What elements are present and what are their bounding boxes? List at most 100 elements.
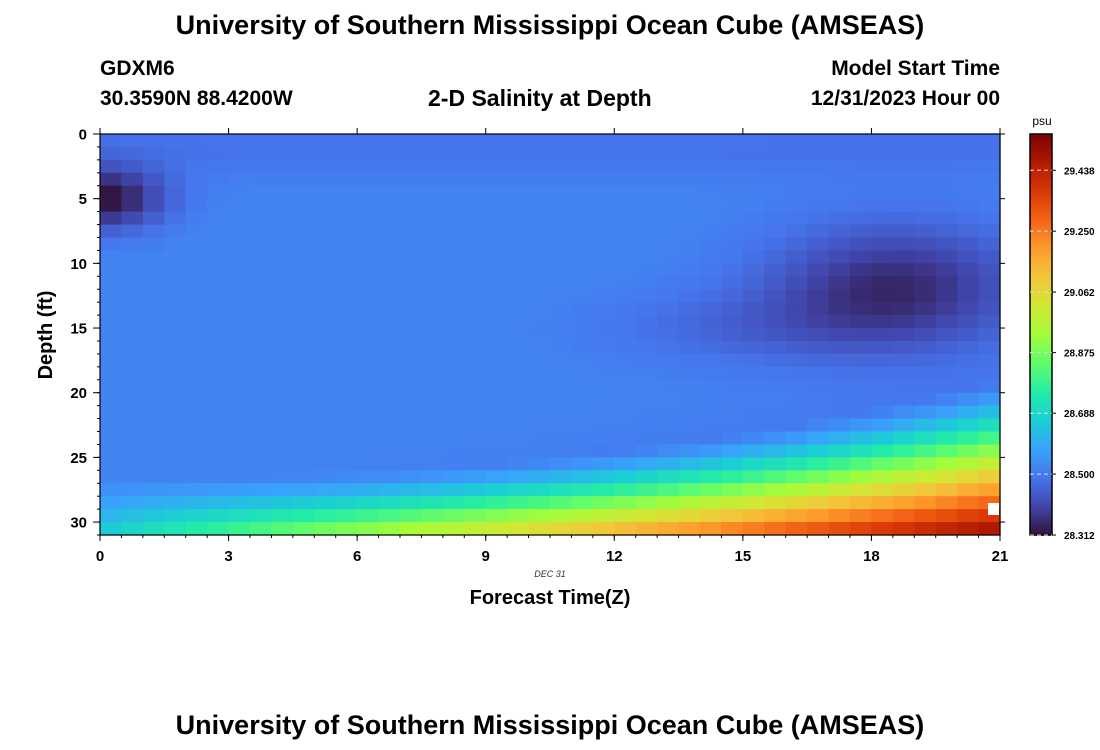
heatmap-cell — [485, 263, 508, 277]
heatmap-cell — [400, 198, 423, 213]
heatmap-cell — [657, 392, 680, 407]
heatmap-cell — [378, 237, 401, 252]
heatmap-cell — [164, 159, 187, 174]
heatmap-cell — [485, 211, 508, 226]
heatmap-cell — [250, 134, 273, 148]
heatmap-cell — [400, 159, 423, 174]
heatmap-cell — [678, 237, 701, 252]
heatmap-cell — [571, 263, 594, 277]
heatmap-cell — [678, 418, 701, 433]
heatmap-cell — [335, 379, 358, 394]
heatmap-cell — [228, 353, 251, 368]
heatmap-cell — [271, 185, 294, 200]
heatmap-cell — [271, 172, 294, 187]
heatmap-cell — [100, 172, 123, 187]
heatmap-cell — [357, 134, 380, 148]
heatmap-cell — [892, 418, 915, 433]
heatmap-cell — [528, 289, 551, 303]
colorbar-segment — [1030, 236, 1052, 240]
heatmap-cell — [121, 159, 144, 174]
colorbar-segment — [1030, 432, 1052, 436]
heatmap-cell — [142, 224, 165, 239]
heatmap-cell — [421, 509, 444, 523]
heatmap-cell — [550, 457, 573, 471]
heatmap-cell — [850, 431, 873, 446]
heatmap-cell — [185, 366, 208, 381]
heatmap-cell — [785, 198, 808, 213]
heatmap-cell — [357, 328, 380, 342]
heatmap-cell — [314, 159, 337, 174]
heatmap-cell — [721, 483, 744, 497]
heatmap-cell — [550, 276, 573, 290]
heatmap-cell — [614, 379, 637, 394]
heatmap-cell — [678, 470, 701, 484]
heatmap-cell — [185, 276, 208, 290]
heatmap-cell — [657, 470, 680, 484]
heatmap-cell — [185, 146, 208, 161]
colorbar-segment — [1030, 156, 1052, 160]
heatmap-cell — [250, 211, 273, 226]
heatmap-cell — [100, 276, 123, 290]
colorbar-segment — [1030, 529, 1052, 534]
heatmap-cell — [528, 263, 551, 277]
heatmap-cell — [485, 418, 508, 433]
heatmap-cell — [592, 340, 615, 355]
heatmap-cell — [785, 379, 808, 394]
heatmap-cell — [742, 211, 765, 226]
colorbar-segment — [1030, 484, 1052, 488]
heatmap-cell — [721, 379, 744, 394]
colorbar-segment — [1030, 324, 1052, 328]
heatmap-cell — [528, 315, 551, 329]
heatmap-cell — [700, 211, 723, 226]
colorbar-segment — [1030, 134, 1052, 138]
colorbar-tick-label: 29.062 — [1064, 288, 1095, 299]
heatmap-cell — [764, 340, 787, 355]
heatmap-cell — [635, 198, 658, 213]
colorbar-segment — [1030, 437, 1052, 441]
heatmap-cell — [507, 237, 530, 252]
heatmap-cell — [464, 353, 487, 368]
heatmap-cell — [614, 134, 637, 148]
heatmap-cell — [400, 302, 423, 316]
heatmap-cell — [635, 457, 658, 471]
heatmap-cell — [507, 444, 530, 458]
heatmap-cell — [764, 328, 787, 342]
heatmap-cell — [400, 392, 423, 407]
heatmap-cell — [721, 496, 744, 510]
heatmap-cell — [742, 198, 765, 213]
heatmap-cell — [978, 198, 1001, 213]
heatmap-cell — [292, 366, 315, 381]
heatmap-cell — [871, 431, 894, 446]
heatmap-cell — [378, 211, 401, 226]
heatmap-cell — [935, 457, 958, 471]
colorbar-segment — [1030, 347, 1052, 351]
heatmap-cell — [850, 405, 873, 420]
heatmap-cell — [892, 496, 915, 510]
heatmap-cell — [828, 509, 851, 523]
colorbar-segment — [1030, 161, 1052, 165]
heatmap-cell — [871, 263, 894, 277]
heatmap-cell — [657, 172, 680, 187]
heatmap-cell — [507, 431, 530, 446]
heatmap-cell — [271, 289, 294, 303]
heatmap-cell — [850, 250, 873, 264]
colorbar-segment — [1030, 482, 1052, 486]
heatmap-cell — [528, 431, 551, 446]
heatmap-cell — [185, 172, 208, 187]
colorbar-segment — [1030, 181, 1052, 185]
heatmap-cell — [592, 328, 615, 342]
colorbar-segment — [1030, 316, 1052, 321]
heatmap-cell — [442, 431, 465, 446]
heatmap-cell — [485, 250, 508, 264]
heatmap-cell — [550, 198, 573, 213]
heatmap-cell — [142, 522, 165, 536]
heatmap-cell — [121, 328, 144, 342]
heatmap-cell — [357, 159, 380, 174]
heatmap-cell — [464, 276, 487, 290]
heatmap-cell — [785, 134, 808, 148]
heatmap-cell — [400, 224, 423, 239]
heatmap-cell — [378, 496, 401, 510]
heatmap-cell — [250, 146, 273, 161]
heatmap-cell — [978, 172, 1001, 187]
colorbar-segment — [1030, 264, 1052, 268]
